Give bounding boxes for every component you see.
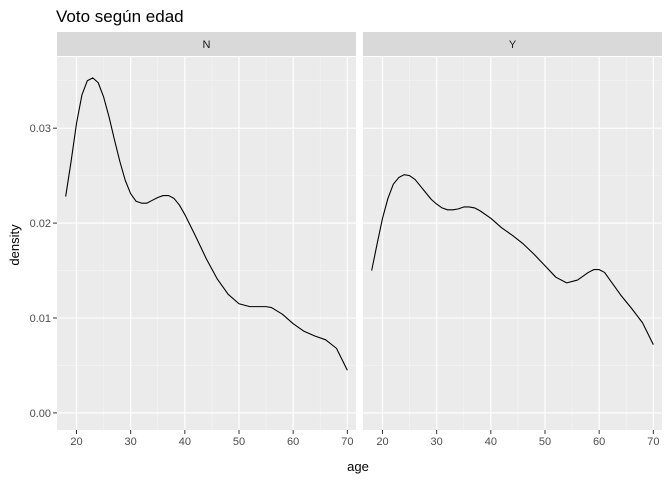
x-tick-label: 70 bbox=[341, 436, 353, 448]
x-tick-label: 60 bbox=[287, 436, 299, 448]
facet-panel-n: N 20 30 40 50 60 70 0.00 0.01 0.02 0.03 bbox=[30, 32, 356, 448]
facet-strip-label: N bbox=[203, 39, 211, 51]
facet-panels: N 20 30 40 50 60 70 0.00 0.01 0.02 0.03 Y 20 30 40 50 60… bbox=[30, 32, 662, 448]
facet-strip-label: Y bbox=[509, 39, 517, 51]
facet-panel-y: Y 20 30 40 50 60 70 bbox=[363, 32, 662, 448]
y-tick-label: 0.02 bbox=[30, 218, 51, 230]
y-tick-label: 0.03 bbox=[30, 123, 51, 135]
facet-strip bbox=[363, 32, 662, 56]
x-tick-label: 30 bbox=[125, 436, 137, 448]
plot-panel-background bbox=[363, 57, 662, 430]
x-tick-label: 30 bbox=[431, 436, 443, 448]
x-tick-label: 60 bbox=[593, 436, 605, 448]
x-tick-label: 40 bbox=[179, 436, 191, 448]
x-tick-label: 40 bbox=[485, 436, 497, 448]
plot-panel-background bbox=[57, 57, 356, 430]
chart-title: Voto según edad bbox=[56, 7, 184, 26]
x-tick-label: 20 bbox=[70, 436, 82, 448]
x-tick-label: 50 bbox=[233, 436, 245, 448]
x-tick-label: 20 bbox=[376, 436, 388, 448]
y-axis-title: density bbox=[7, 224, 22, 266]
y-tick-label: 0.00 bbox=[30, 408, 51, 420]
facet-strip bbox=[57, 32, 356, 56]
x-tick-label: 50 bbox=[539, 436, 551, 448]
density-line-n bbox=[65, 77, 348, 371]
x-tick-label: 70 bbox=[647, 436, 659, 448]
y-tick-label: 0.01 bbox=[30, 313, 51, 325]
x-axis-title: age bbox=[347, 459, 369, 474]
density-line-y bbox=[371, 174, 654, 345]
